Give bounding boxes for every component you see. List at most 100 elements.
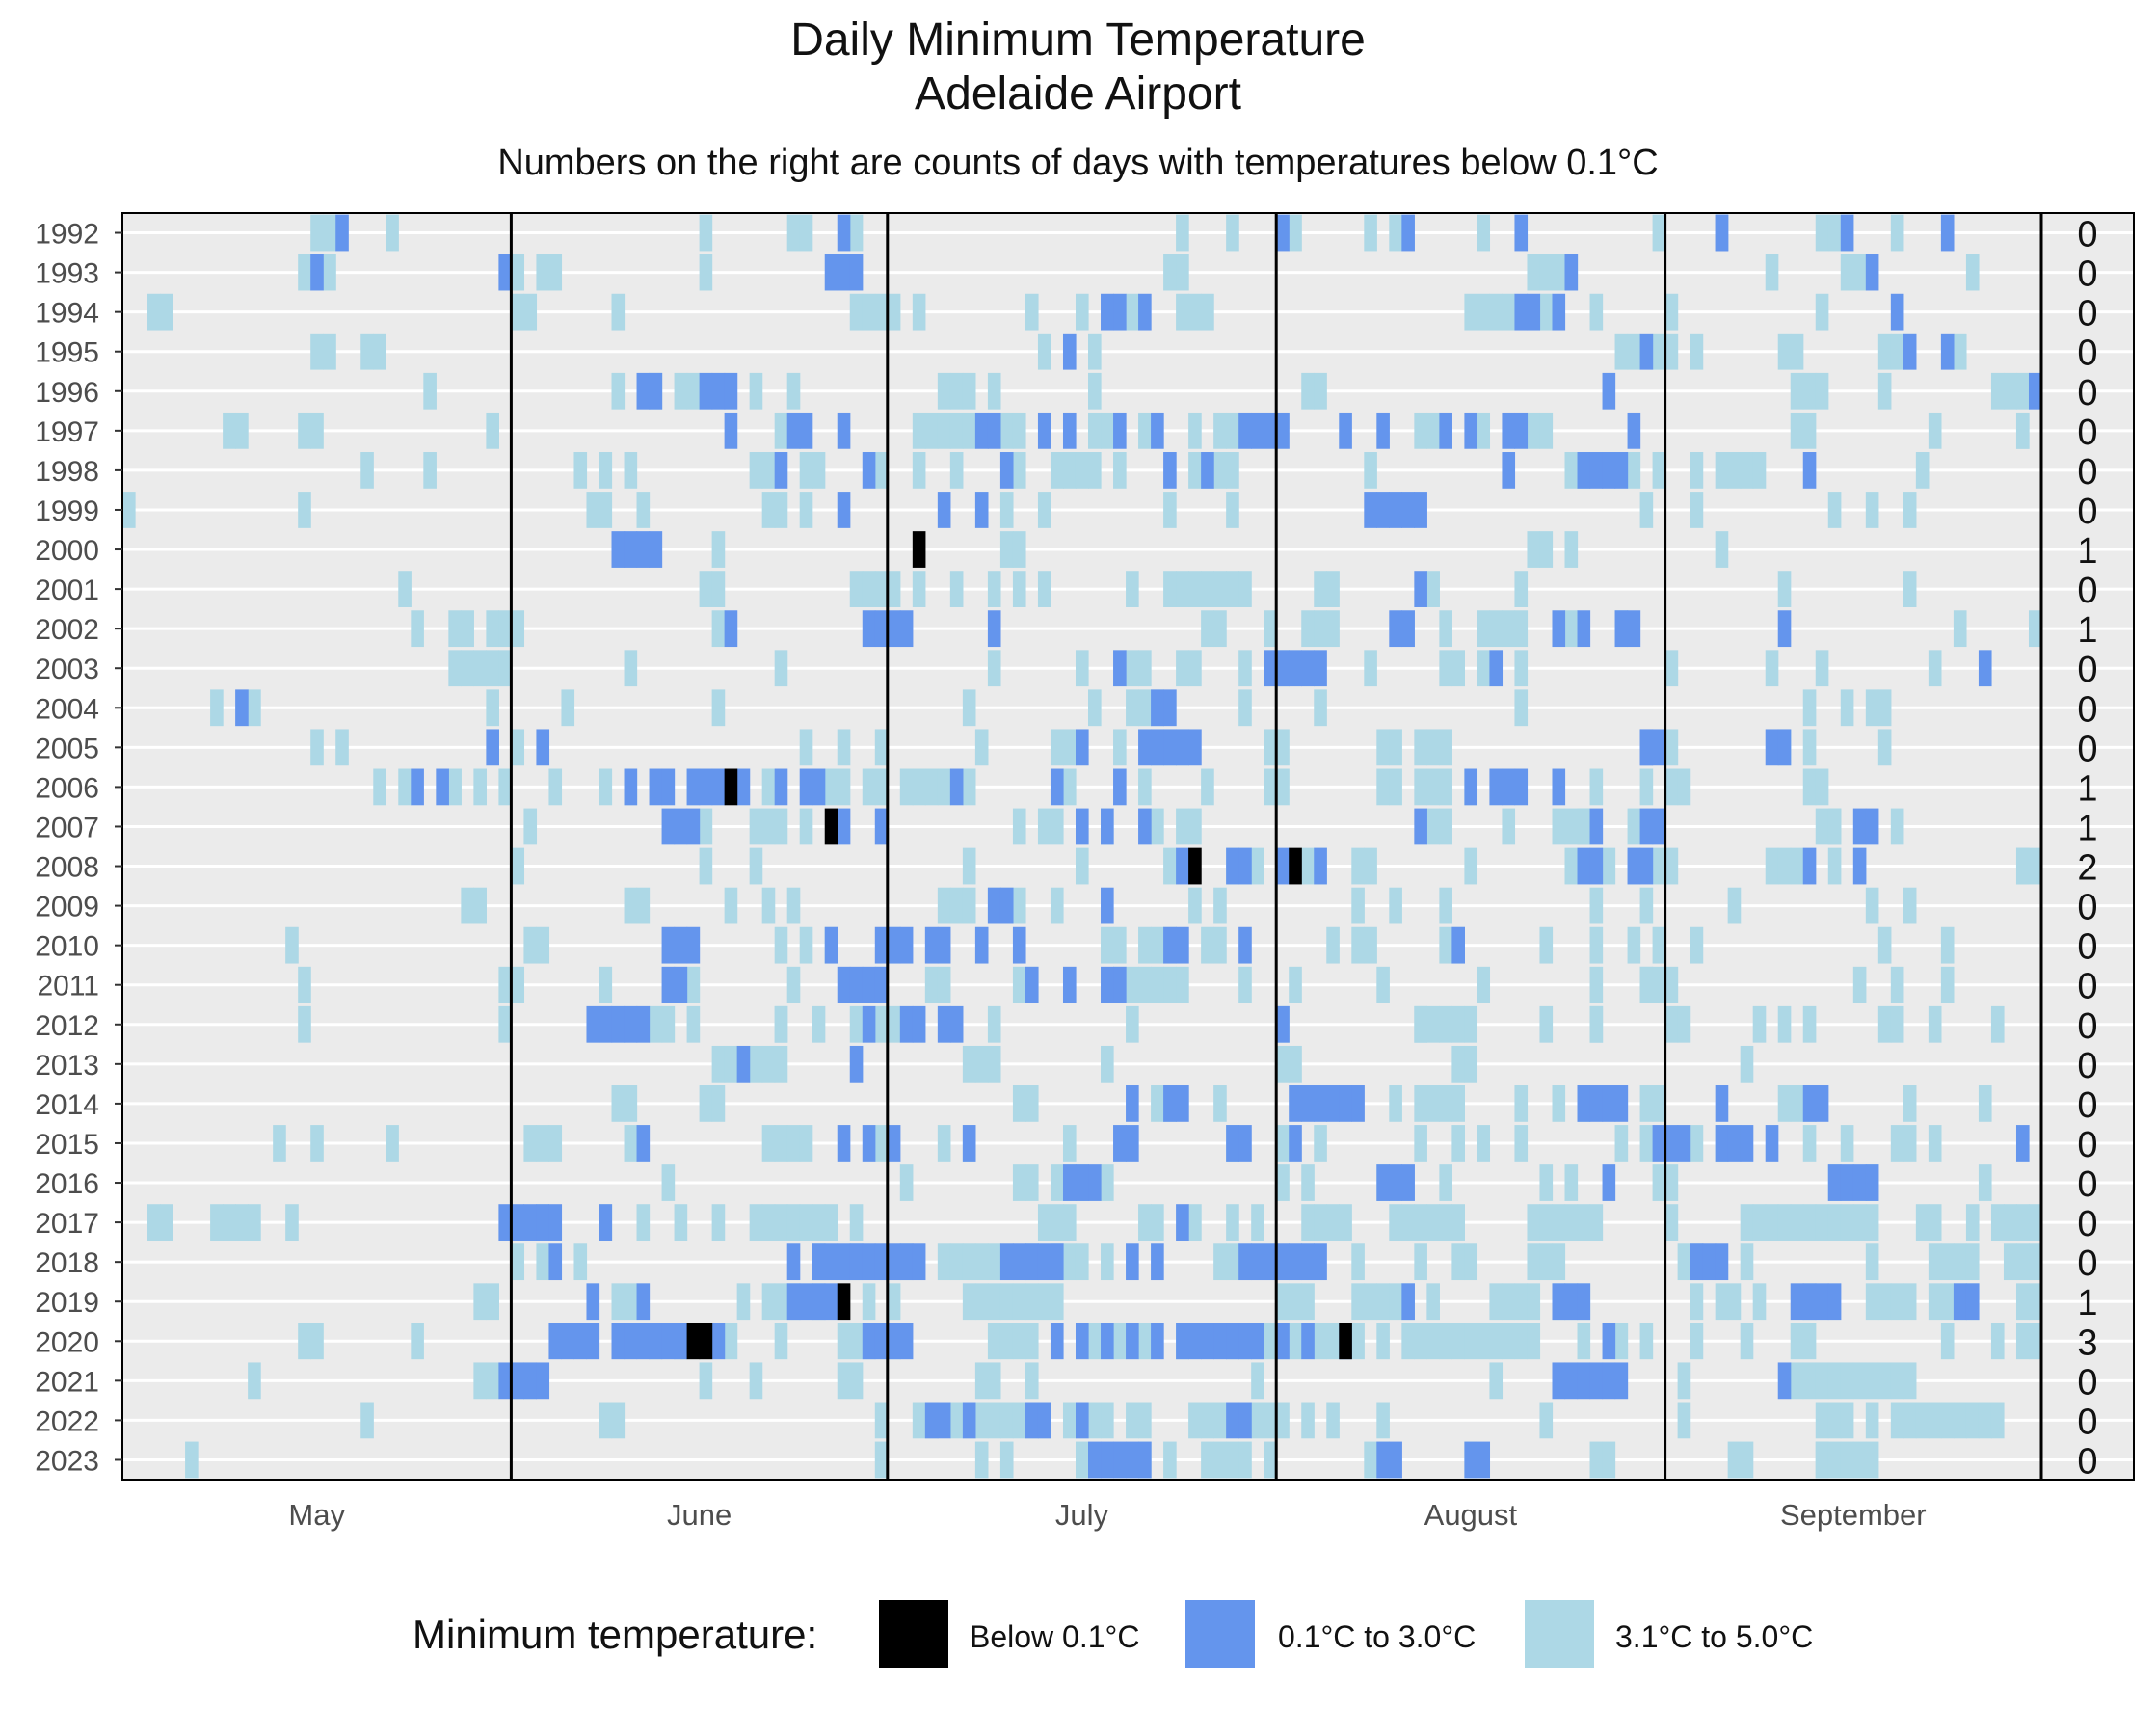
y-tick-label: 2020 — [35, 1326, 99, 1358]
heatmap-cell — [1414, 571, 1427, 607]
heatmap-cell — [686, 966, 701, 1003]
heatmap-cell — [1790, 333, 1804, 370]
heatmap-cell — [1639, 808, 1654, 845]
heatmap-cell — [1552, 1204, 1566, 1241]
count-label: 0 — [2077, 927, 2097, 968]
heatmap-cell — [987, 887, 1001, 924]
heatmap-cell — [1176, 254, 1189, 291]
heatmap-cell — [1276, 1045, 1290, 1083]
heatmap-cell — [2015, 847, 2030, 885]
legend-swatch-0-1-to-3-0 — [1185, 1600, 1255, 1668]
y-tick-label: 1992 — [35, 219, 99, 251]
heatmap-cell — [1552, 254, 1566, 291]
heatmap-cell — [122, 492, 136, 528]
heatmap-cell — [1062, 452, 1077, 489]
heatmap-cell — [837, 1323, 851, 1360]
heatmap-cell — [599, 768, 613, 806]
y-tick-label: 2008 — [35, 852, 99, 884]
heatmap-cell — [1865, 689, 1879, 727]
heatmap-cell — [1414, 1005, 1427, 1043]
y-tick-label: 2019 — [35, 1287, 99, 1319]
heatmap-cell — [1928, 650, 1942, 687]
y-tick-label: 2009 — [35, 892, 99, 923]
heatmap-cell — [1314, 372, 1327, 410]
heatmap-cell — [912, 1243, 926, 1281]
heatmap-cell — [536, 1125, 550, 1162]
heatmap-cell — [599, 1402, 613, 1439]
heatmap-cell — [1226, 1402, 1239, 1439]
heatmap-cell — [1376, 729, 1390, 766]
heatmap-cell — [1389, 1204, 1402, 1241]
heatmap-cell — [1301, 1204, 1315, 1241]
heatmap-cell — [523, 1125, 538, 1162]
heatmap-cell — [1264, 1243, 1277, 1281]
heatmap-cell — [912, 452, 926, 489]
heatmap-cell — [1050, 729, 1064, 766]
heatmap-cell — [1953, 1283, 1967, 1321]
heatmap-cell — [1727, 1283, 1742, 1321]
heatmap-cell — [1652, 966, 1666, 1003]
heatmap-cell — [1990, 372, 2005, 410]
heatmap-cell — [1539, 1243, 1554, 1281]
heatmap-cell — [1062, 1402, 1077, 1439]
heatmap-cell — [899, 1243, 914, 1281]
heatmap-cell — [1301, 372, 1315, 410]
heatmap-cell — [1527, 293, 1541, 331]
heatmap-cell — [1852, 1204, 1867, 1241]
heatmap-cell — [874, 729, 889, 766]
heatmap-cell — [949, 412, 964, 449]
heatmap-cell — [1940, 1243, 1955, 1281]
heatmap-cell — [949, 1005, 964, 1043]
heatmap-cell — [2015, 1125, 2030, 1162]
heatmap-cell — [624, 1323, 638, 1360]
heatmap-cell — [1025, 1243, 1039, 1281]
heatmap-cell — [1012, 1402, 1026, 1439]
heatmap-cell — [611, 1283, 626, 1321]
heatmap-cell — [1314, 1323, 1327, 1360]
heatmap-cell — [1527, 1204, 1541, 1241]
heatmap-cell — [1627, 610, 1641, 648]
heatmap-cell — [1088, 1164, 1102, 1201]
heatmap-cell — [1101, 926, 1114, 964]
heatmap-cell — [1802, 372, 1817, 410]
heatmap-cell — [1176, 571, 1189, 607]
heatmap-cell — [1702, 1243, 1717, 1281]
heatmap-cell — [1113, 1125, 1127, 1162]
heatmap-cell — [1652, 1164, 1666, 1201]
heatmap-cell — [862, 1243, 876, 1281]
heatmap-cell — [1840, 1441, 1854, 1479]
heatmap-cell — [573, 452, 588, 489]
heatmap-cell — [774, 412, 788, 449]
heatmap-cell — [1489, 1323, 1504, 1360]
heatmap-cell — [1802, 689, 1817, 727]
heatmap-cell — [1351, 926, 1365, 964]
heatmap-cell — [1113, 1323, 1127, 1360]
heatmap-cell — [1451, 1045, 1465, 1083]
heatmap-cell — [999, 452, 1014, 489]
heatmap-cell — [786, 412, 801, 449]
heatmap-cell — [210, 689, 224, 727]
heatmap-cell — [523, 1204, 538, 1241]
heatmap-cell — [937, 1243, 951, 1281]
heatmap-cell — [1062, 1204, 1077, 1241]
heatmap-cell — [1489, 650, 1504, 687]
heatmap-cell — [1088, 333, 1102, 370]
heatmap-cell — [1589, 1005, 1604, 1043]
heatmap-cell — [1903, 333, 1917, 370]
count-label: 3 — [2077, 1323, 2097, 1363]
heatmap-cell — [310, 214, 324, 252]
heatmap-cell — [949, 372, 964, 410]
count-label: 2 — [2077, 848, 2097, 889]
heatmap-cell — [1740, 1323, 1754, 1360]
heatmap-cell — [1765, 729, 1779, 766]
heatmap-cell — [949, 887, 964, 924]
heatmap-cell — [624, 1085, 638, 1122]
heatmap-cell — [1401, 1323, 1415, 1360]
heatmap-cell — [1439, 729, 1452, 766]
heatmap-cell — [987, 1045, 1001, 1083]
heatmap-cell — [1050, 1204, 1064, 1241]
heatmap-cell — [1752, 1005, 1767, 1043]
heatmap-cell — [636, 372, 651, 410]
heatmap-cell — [1188, 293, 1202, 331]
heatmap-cell — [874, 1323, 889, 1360]
